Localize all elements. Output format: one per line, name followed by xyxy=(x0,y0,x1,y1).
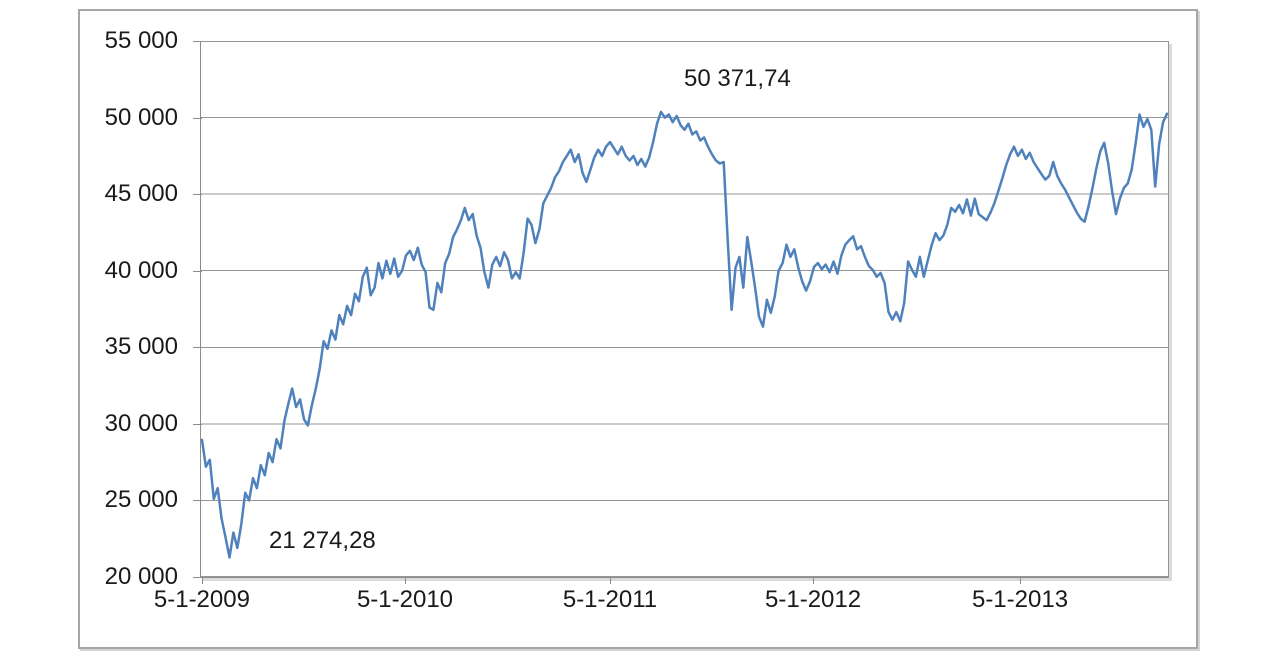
x-tick-label: 5-1-2010 xyxy=(356,586,454,613)
y-tick-label: 30 000 xyxy=(104,409,178,437)
max-value-label: 50 371,74 xyxy=(684,65,791,92)
y-tick-label: 50 000 xyxy=(104,103,178,131)
x-tick-label: 5-1-2009 xyxy=(153,586,250,613)
x-tick-label: 5-1-2011 xyxy=(562,586,658,613)
x-tick-mark xyxy=(610,577,611,584)
line-chart xyxy=(201,41,1168,577)
y-tick-mark xyxy=(193,270,202,272)
y-tick-mark xyxy=(193,423,202,425)
plot-area xyxy=(200,41,1169,578)
y-tick-mark xyxy=(193,347,202,349)
min-value-label: 21 274,28 xyxy=(269,527,376,554)
x-tick-mark xyxy=(813,577,815,584)
y-tick-mark xyxy=(193,194,202,196)
x-tick-label: 5-1-2013 xyxy=(971,586,1069,613)
y-tick-mark xyxy=(193,41,202,42)
y-tick-label: 35 000 xyxy=(104,333,178,361)
y-tick-mark xyxy=(193,500,202,502)
x-tick-label: 5-1-2012 xyxy=(765,586,862,613)
y-tick-label: 20 000 xyxy=(104,563,178,590)
y-tick-label: 45 000 xyxy=(104,180,178,208)
y-tick-mark xyxy=(193,577,202,578)
y-tick-label: 55 000 xyxy=(104,27,178,54)
x-tick-mark xyxy=(201,577,203,584)
data-series-line xyxy=(201,110,1168,559)
y-tick-mark xyxy=(193,117,202,119)
y-tick-label: 25 000 xyxy=(104,486,178,514)
y-tick-label: 40 000 xyxy=(104,256,178,284)
x-tick-mark xyxy=(1020,577,1022,584)
chart-frame: 55 000 50 000 45 000 40 000 35 000 30 000 25 0… xyxy=(78,9,1198,649)
x-tick-mark xyxy=(405,577,406,584)
